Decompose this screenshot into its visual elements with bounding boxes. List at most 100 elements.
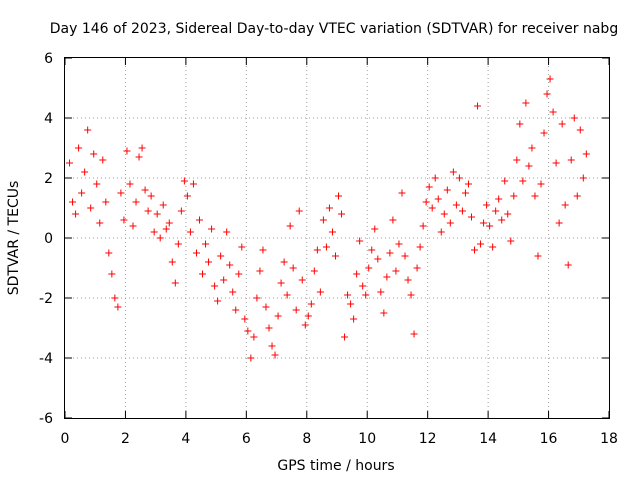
data-point: [229, 288, 237, 296]
data-point: [537, 180, 545, 188]
data-point: [199, 270, 207, 278]
data-point: [144, 207, 152, 215]
data-point: [365, 264, 373, 272]
data-point: [244, 327, 252, 335]
data-point: [153, 210, 161, 218]
data-point: [126, 180, 134, 188]
data-point: [78, 189, 86, 197]
data-point: [431, 174, 439, 182]
data-point: [458, 207, 466, 215]
data-point: [525, 162, 533, 170]
x-axis-label: GPS time / hours: [277, 458, 394, 474]
data-point: [507, 237, 515, 245]
data-point: [549, 108, 557, 116]
grid: [65, 58, 609, 418]
y-tick-labels: -6 -4 -2 0 2 4 6: [39, 51, 53, 427]
data-point: [513, 156, 521, 164]
x-tick-labels: 0 2 4 6 8 10 12 14 16 18: [61, 431, 618, 447]
y-tick-label: 0: [44, 231, 53, 247]
data-point: [389, 216, 397, 224]
data-point: [99, 156, 107, 164]
data-point: [398, 189, 406, 197]
data-point: [498, 216, 506, 224]
data-point: [492, 207, 500, 215]
data-point: [467, 213, 475, 221]
data-point: [162, 225, 170, 233]
data-point: [304, 312, 312, 320]
data-point: [501, 177, 509, 185]
data-point: [93, 180, 101, 188]
data-point: [353, 270, 361, 278]
data-point: [135, 153, 143, 161]
y-tick-label: -6: [39, 411, 53, 427]
data-point: [120, 216, 128, 224]
data-point: [422, 198, 430, 206]
x-tick-label: 14: [479, 431, 497, 447]
data-point: [280, 258, 288, 266]
data-point: [102, 198, 110, 206]
y-tick-label: -2: [39, 291, 53, 307]
data-point: [471, 246, 479, 254]
data-point: [96, 219, 104, 227]
data-point: [250, 333, 258, 341]
data-point: [510, 192, 518, 200]
data-point: [371, 225, 379, 233]
data-point: [428, 204, 436, 212]
data-point: [504, 210, 512, 218]
data-point: [362, 291, 370, 299]
data-point: [377, 288, 385, 296]
data-point: [313, 246, 321, 254]
data-point: [380, 309, 388, 317]
data-point: [232, 306, 240, 314]
data-point: [338, 210, 346, 218]
x-tick-label: 10: [358, 431, 376, 447]
data-point: [105, 249, 113, 257]
data-point: [114, 303, 122, 311]
data-point: [220, 276, 228, 284]
x-tick-label: 2: [121, 431, 130, 447]
data-point: [443, 186, 451, 194]
data-point: [195, 216, 203, 224]
data-point: [217, 252, 225, 260]
data-point: [347, 300, 355, 308]
data-point: [165, 219, 173, 227]
data-point: [307, 300, 315, 308]
data-point: [461, 189, 469, 197]
data-point: [268, 342, 276, 350]
data-point: [350, 315, 358, 323]
data-point: [519, 177, 527, 185]
data-point: [301, 321, 309, 329]
data-point: [386, 249, 394, 257]
data-point: [108, 270, 116, 278]
data-point: [171, 279, 179, 287]
data-point: [477, 240, 485, 248]
data-point: [192, 249, 200, 257]
data-point: [440, 210, 448, 218]
data-point: [90, 150, 98, 158]
data-point: [449, 168, 457, 176]
data-point: [392, 267, 400, 275]
data-point: [582, 150, 590, 158]
x-tick-label: 16: [540, 431, 558, 447]
data-point: [555, 219, 563, 227]
data-point: [211, 282, 219, 290]
data-point: [528, 144, 536, 152]
data-point: [277, 279, 285, 287]
data-point: [410, 330, 418, 338]
data-point: [298, 276, 306, 284]
data-point: [132, 198, 140, 206]
data-point: [87, 204, 95, 212]
data-point: [407, 291, 415, 299]
y-tick-label: 6: [44, 51, 53, 67]
data-point: [214, 297, 222, 305]
data-point: [558, 120, 566, 128]
data-point: [69, 198, 77, 206]
data-point: [174, 240, 182, 248]
data-point: [395, 240, 403, 248]
data-point: [180, 177, 188, 185]
data-point: [483, 201, 491, 209]
data-point: [253, 294, 261, 302]
x-tick-label: 18: [600, 431, 618, 447]
y-tick-label: 2: [44, 171, 53, 187]
plot-frame: [64, 57, 610, 419]
